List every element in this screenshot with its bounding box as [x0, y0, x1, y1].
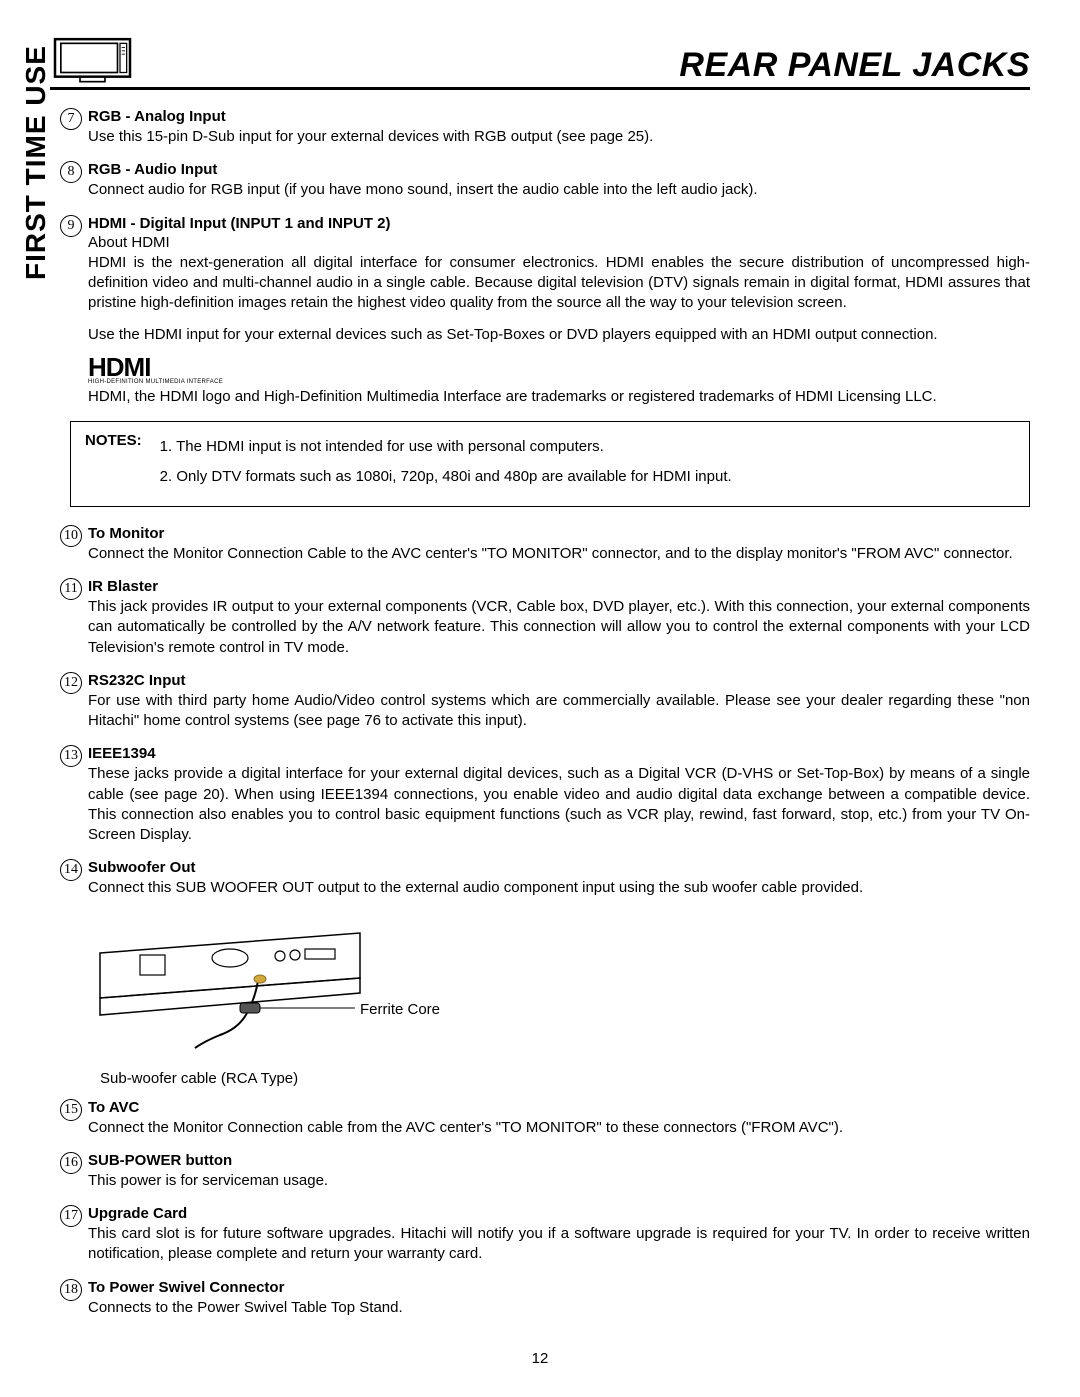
content-area: 7 RGB - Analog Input Use this 15-pin D-S…: [60, 108, 1030, 1318]
item-title: IEEE1394: [88, 745, 1030, 762]
item-7: 7 RGB - Analog Input Use this 15-pin D-S…: [60, 108, 1030, 147]
hdmi-logo-sub: HIGH-DEFINITION MULTIMEDIA INTERFACE: [88, 379, 1030, 385]
ferrite-label: Ferrite Core: [360, 1001, 440, 1018]
item-number: 12: [60, 672, 82, 694]
item-title: RGB - Analog Input: [88, 108, 1030, 125]
item-17: 17 Upgrade Card This card slot is for fu…: [60, 1205, 1030, 1265]
item-title: To Monitor: [88, 525, 1030, 542]
item-number: 13: [60, 745, 82, 767]
item-16: 16 SUB-POWER button This power is for se…: [60, 1152, 1030, 1191]
subwoofer-diagram: [90, 923, 390, 1053]
item-number: 7: [60, 108, 82, 130]
item-text: Use the HDMI input for your external dev…: [88, 325, 1030, 345]
item-text: Use this 15-pin D-Sub input for your ext…: [88, 127, 1030, 147]
note-2: 2. Only DTV formats such as 1080i, 720p,…: [160, 462, 732, 492]
item-9: 9 HDMI - Digital Input (INPUT 1 and INPU…: [60, 215, 1030, 407]
tv-icon: [50, 35, 135, 85]
item-title: RS232C Input: [88, 672, 1030, 689]
item-number: 18: [60, 1279, 82, 1301]
item-number: 10: [60, 525, 82, 547]
item-number: 16: [60, 1152, 82, 1174]
item-title: Subwoofer Out: [88, 859, 1030, 876]
item-text: Connect the Monitor Connection cable fro…: [88, 1118, 1030, 1138]
item-12: 12 RS232C Input For use with third party…: [60, 672, 1030, 732]
item-10: 10 To Monitor Connect the Monitor Connec…: [60, 525, 1030, 564]
item-text: Connect the Monitor Connection Cable to …: [88, 544, 1030, 564]
item-number: 14: [60, 859, 82, 881]
item-text: These jacks provide a digital interface …: [88, 764, 1030, 845]
item-18: 18 To Power Swivel Connector Connects to…: [60, 1279, 1030, 1318]
item-text: Connect audio for RGB input (if you have…: [88, 180, 1030, 200]
page-title: REAR PANEL JACKS: [679, 46, 1030, 85]
note-1: 1. The HDMI input is not intended for us…: [160, 432, 732, 462]
item-number: 17: [60, 1205, 82, 1227]
item-text: This power is for serviceman usage.: [88, 1171, 1030, 1191]
item-number: 15: [60, 1099, 82, 1121]
hdmi-logo: HDMI HIGH-DEFINITION MULTIMEDIA INTERFAC…: [88, 352, 1030, 385]
item-subhead: About HDMI: [88, 234, 1030, 251]
diagram-caption: Sub-woofer cable (RCA Type): [100, 1070, 1030, 1087]
item-number: 11: [60, 578, 82, 600]
item-title: RGB - Audio Input: [88, 161, 1030, 178]
notes-box: NOTES: 1. The HDMI input is not intended…: [70, 421, 1030, 507]
page-number: 12: [0, 1350, 1080, 1367]
item-title: SUB-POWER button: [88, 1152, 1030, 1169]
item-text: Connect this SUB WOOFER OUT output to th…: [88, 878, 1030, 898]
item-title: HDMI - Digital Input (INPUT 1 and INPUT …: [88, 215, 1030, 232]
item-8: 8 RGB - Audio Input Connect audio for RG…: [60, 161, 1030, 200]
side-tab-label: FIRST TIME USE: [20, 45, 52, 280]
item-15: 15 To AVC Connect the Monitor Connection…: [60, 1099, 1030, 1138]
page-header: REAR PANEL JACKS: [50, 35, 1030, 90]
item-title: Upgrade Card: [88, 1205, 1030, 1222]
item-11: 11 IR Blaster This jack provides IR outp…: [60, 578, 1030, 658]
notes-label: NOTES:: [85, 432, 142, 492]
item-text: For use with third party home Audio/Vide…: [88, 691, 1030, 732]
item-number: 8: [60, 161, 82, 183]
item-text: HDMI, the HDMI logo and High-Definition …: [88, 387, 1030, 407]
item-title: IR Blaster: [88, 578, 1030, 595]
item-text: Connects to the Power Swivel Table Top S…: [88, 1298, 1030, 1318]
item-title: To Power Swivel Connector: [88, 1279, 1030, 1296]
item-14: 14 Subwoofer Out Connect this SUB WOOFER…: [60, 859, 1030, 898]
item-title: To AVC: [88, 1099, 1030, 1116]
item-number: 9: [60, 215, 82, 237]
item-text: This card slot is for future software up…: [88, 1224, 1030, 1265]
item-text: HDMI is the next-generation all digital …: [88, 253, 1030, 314]
item-13: 13 IEEE1394 These jacks provide a digita…: [60, 745, 1030, 845]
item-text: This jack provides IR output to your ext…: [88, 597, 1030, 658]
